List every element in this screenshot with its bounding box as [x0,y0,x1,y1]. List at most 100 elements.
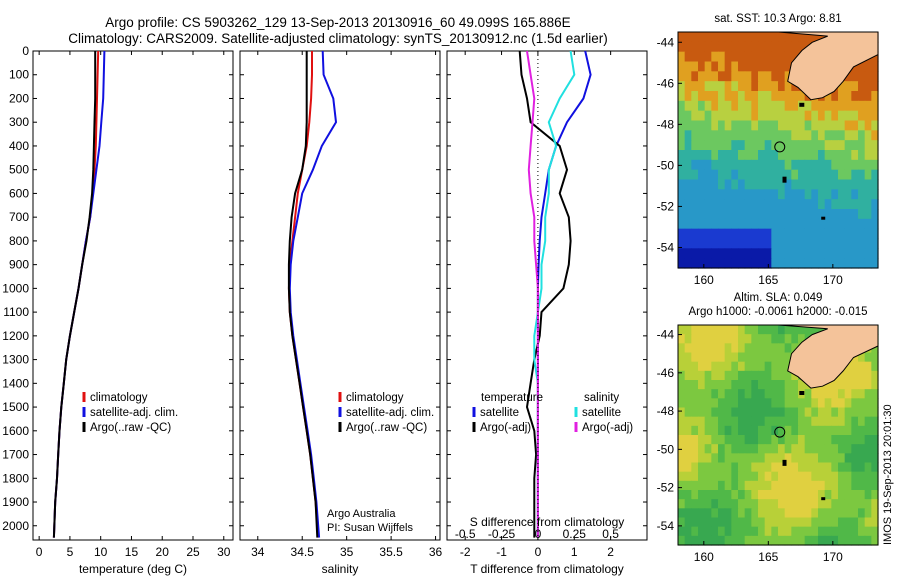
map-cell [738,71,746,82]
map-cell [831,480,839,491]
map-cell [831,398,839,409]
map-cell [851,140,859,151]
map-cell [711,462,719,473]
map-cell [711,471,719,482]
map-cell [864,526,872,537]
map-cell [684,32,692,43]
map-cell [718,130,726,141]
map-cell [838,435,846,445]
map-cell [718,51,726,63]
map-cell [698,32,706,43]
map-cell [698,248,706,259]
map-cell [758,407,766,418]
map-cell [711,238,719,249]
map-cell [711,41,719,53]
map-cell [678,169,686,181]
map-cell [738,32,746,43]
map-cell [831,407,839,418]
map-cell [838,169,846,181]
map-cell [778,209,786,220]
map-cell [751,480,759,491]
map-cell [744,61,752,72]
map-cell [684,199,692,210]
series-line-satellite [536,50,592,538]
map-cell [811,189,819,200]
map-cell [724,361,732,372]
map-cell [771,480,779,491]
map-cell [751,361,759,372]
map-cell [698,425,706,436]
map-cell [851,398,859,409]
plot-frame [239,50,441,541]
map-cell [784,130,792,141]
map-cell [844,100,852,112]
map-cell [684,462,692,473]
map-cell [684,380,692,390]
map-cell [698,380,706,390]
sst-map: sat. SST: 10.3 Argo: 8.81 160 165 170 -44 -46… [657,13,879,287]
map-cell [731,471,739,482]
map-cell [731,535,739,546]
map-cell [784,508,792,519]
x-tick-label: -2 [460,545,471,559]
map-cell [818,508,826,519]
y-tick-label: 1000 [2,281,29,295]
map-cell [778,453,786,464]
map-cell [684,407,692,418]
map-cell [771,41,779,53]
map-cell [678,517,686,528]
map-cell [691,130,699,141]
map-cell [804,258,812,269]
map-cell [838,258,846,269]
map-cell [811,425,819,436]
map-cell [818,130,826,141]
map-cell [838,209,846,220]
map-cell [711,110,719,122]
map-cell [764,453,772,464]
map-cell [811,435,819,445]
map-cell [844,150,852,161]
map-cell [851,389,859,399]
map-cell [711,199,719,210]
map-cell [798,435,806,445]
y-tick-label: 200 [9,91,29,105]
map-cell [731,100,739,112]
map-cell [718,435,726,445]
map-cell [704,179,712,190]
map-cell [798,480,806,491]
map-cell [771,444,779,454]
map-cell [778,150,786,161]
map-y-tick-label: -52 [657,481,675,495]
map-cell [718,444,726,454]
map-cell [784,343,792,354]
map-cell [758,471,766,482]
map-cell [704,199,712,210]
map-cell [824,508,832,519]
map-cell [758,444,766,454]
map-cell [731,199,739,210]
map-cell [784,120,792,131]
y-tick-label: 300 [9,115,29,129]
map-cell [731,258,739,269]
map-cell [844,110,852,122]
map-cell [744,398,752,409]
map-cell [838,110,846,122]
y-tick-label: 900 [9,258,29,272]
map-cell [871,228,879,240]
map-cell [778,416,786,427]
map-cell [678,228,686,240]
map-cell [771,334,779,344]
map-cell [771,218,779,230]
map-title: Altim. SLA: 0.049 [734,292,823,304]
map-cell [704,120,712,131]
map-cell [678,258,686,269]
map-cell [864,480,872,491]
map-cell [858,517,866,528]
map-cell [818,258,826,269]
map-cell [684,499,692,509]
map-cell [738,462,746,473]
map-cell [778,258,786,269]
map-cell [871,398,879,409]
map-cell [858,248,866,259]
map-cell [784,51,792,63]
